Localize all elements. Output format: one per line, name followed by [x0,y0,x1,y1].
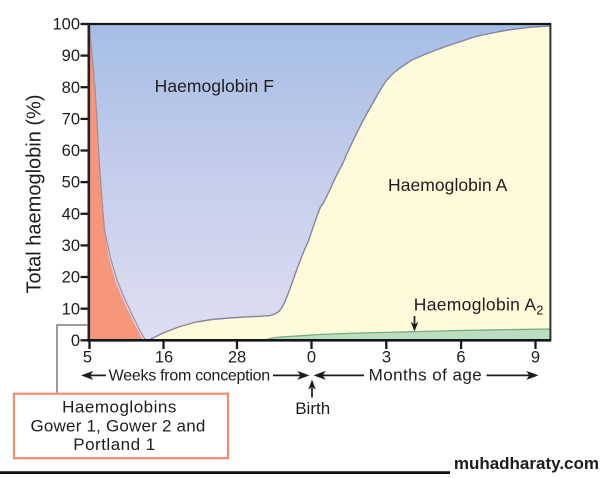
svg-text:6: 6 [456,349,465,367]
svg-text:30: 30 [62,237,80,255]
svg-text:Haemoglobin A: Haemoglobin A [388,175,508,195]
svg-text:Gower 1, Gower 2 and: Gower 1, Gower 2 and [30,417,205,436]
svg-text:Haemoglobin A2: Haemoglobin A2 [414,295,544,318]
svg-text:70: 70 [62,111,80,129]
svg-text:Birth: Birth [295,399,330,418]
svg-text:50: 50 [62,174,80,192]
svg-text:0: 0 [71,332,80,350]
svg-text:3: 3 [382,349,391,367]
svg-text:80: 80 [62,79,80,97]
svg-text:Months of age: Months of age [369,366,483,385]
svg-text:9: 9 [531,349,540,367]
svg-text:20: 20 [62,269,80,287]
svg-text:muhadharaty.com: muhadharaty.com [454,454,599,473]
svg-text:Haemoglobin F: Haemoglobin F [155,76,274,96]
svg-text:0: 0 [307,349,316,367]
svg-text:Portland 1: Portland 1 [73,435,156,454]
svg-text:10: 10 [62,300,80,318]
svg-text:5: 5 [83,349,92,367]
svg-text:28: 28 [228,349,246,367]
svg-text:16: 16 [155,349,173,367]
svg-text:Haemoglobins: Haemoglobins [62,397,177,416]
svg-text:Total haemoglobin (%): Total haemoglobin (%) [24,95,46,294]
svg-text:100: 100 [52,16,80,34]
svg-text:40: 40 [62,205,80,223]
svg-text:60: 60 [62,142,80,160]
svg-text:Weeks from conception: Weeks from conception [109,368,270,385]
svg-text:90: 90 [62,47,80,65]
